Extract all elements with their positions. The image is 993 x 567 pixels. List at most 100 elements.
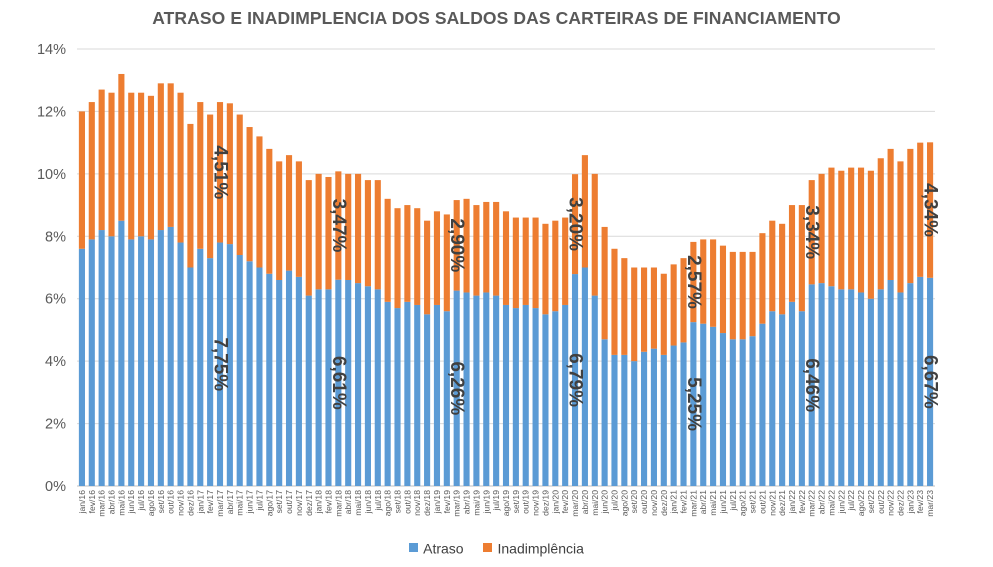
bar-atraso: [325, 289, 332, 486]
bar-inadimplencia: [493, 201, 500, 296]
bar-inadimplencia: [611, 248, 618, 355]
x-tick-label: ago/19: [501, 490, 511, 517]
x-tick-label: mai/22: [826, 490, 836, 516]
bar-atraso: [680, 342, 687, 486]
bar-atraso: [848, 289, 855, 486]
bar-atraso: [739, 339, 746, 486]
annotation-label: 6,79%: [565, 353, 586, 407]
bar-atraso: [226, 244, 233, 486]
x-tick-label: nov/16: [176, 490, 186, 516]
bar-inadimplencia: [88, 102, 95, 240]
bar-inadimplencia: [897, 161, 904, 293]
x-tick-label: mar/21: [688, 490, 698, 517]
bar-atraso: [305, 295, 312, 486]
bar-inadimplencia: [631, 267, 638, 362]
bar-inadimplencia: [226, 103, 233, 245]
bar-inadimplencia: [108, 92, 115, 237]
x-tick-label: jul/18: [373, 490, 383, 512]
bar-atraso: [542, 314, 549, 486]
y-tick-label: 12%: [37, 104, 66, 120]
x-tick-label: jan/17: [195, 490, 205, 515]
bar-atraso: [266, 273, 273, 486]
bar-inadimplencia: [98, 89, 105, 231]
x-tick-label: nov/21: [767, 490, 777, 516]
x-tick-label: set/18: [393, 490, 403, 514]
x-tick-label: dez/19: [540, 490, 550, 516]
x-tick-label: out/22: [876, 490, 886, 514]
x-tick-label: fev/17: [205, 490, 215, 514]
y-tick-label: 4%: [45, 354, 66, 370]
bar-atraso: [216, 242, 224, 486]
bar-inadimplencia: [295, 161, 302, 277]
bar-atraso: [581, 267, 588, 486]
bar-inadimplencia: [680, 258, 687, 343]
bar-inadimplencia: [571, 174, 579, 275]
x-tick-label: fev/23: [915, 490, 925, 514]
annotation-label: 6,61%: [328, 356, 349, 410]
bar-atraso: [384, 301, 391, 486]
x-tick-label: set/17: [274, 490, 284, 514]
x-tick-label: ago/17: [264, 490, 274, 517]
bar-inadimplencia: [749, 251, 756, 337]
bar-atraso: [798, 311, 805, 486]
bar-inadimplencia: [473, 205, 480, 296]
x-tick-label: nov/20: [649, 490, 659, 516]
bar-atraso: [177, 242, 184, 486]
x-tick-label: mar/23: [925, 490, 935, 517]
bar-inadimplencia: [779, 223, 786, 315]
x-tick-label: out/16: [166, 490, 176, 514]
x-tick-label: jan/21: [669, 490, 679, 515]
x-tick-label: abr/21: [698, 490, 708, 515]
bar-atraso: [621, 354, 628, 486]
bar-atraso: [857, 292, 865, 486]
x-tick-label: abr/17: [225, 490, 235, 515]
x-tick-label: fev/19: [442, 490, 452, 514]
bar-atraso: [483, 292, 490, 486]
x-tick-label: mar/22: [807, 490, 817, 517]
x-tick-label: nov/18: [412, 490, 422, 516]
bar-atraso: [128, 239, 135, 486]
x-tick-label: mai/18: [353, 490, 363, 516]
chart-title: ATRASO E INADIMPLENCIA DOS SALDOS DAS CA…: [152, 8, 841, 28]
x-tick-label: set/21: [748, 490, 758, 514]
x-tick-label: fev/21: [679, 490, 689, 514]
bar-atraso: [374, 289, 381, 486]
bar-atraso: [611, 354, 618, 486]
bar-inadimplencia: [364, 180, 371, 287]
bar-atraso: [256, 267, 263, 486]
annotation-label: 2,57%: [683, 255, 704, 309]
bar-inadimplencia: [788, 205, 796, 302]
bar-inadimplencia: [690, 241, 697, 323]
x-tick-label: jul/20: [609, 490, 619, 512]
bar-inadimplencia: [147, 95, 155, 240]
bar-inadimplencia: [581, 155, 588, 268]
x-tick-label: mai/19: [471, 490, 481, 516]
bar-atraso: [818, 283, 825, 486]
legend-label-inadimplencia: Inadimplência: [497, 539, 584, 556]
x-tick-label: jan/22: [787, 490, 797, 515]
bar-atraso: [867, 298, 874, 486]
x-tick-label: mai/21: [708, 490, 718, 516]
bar-atraso: [276, 279, 283, 486]
x-tick-label: nov/22: [886, 490, 896, 516]
bar-inadimplencia: [838, 170, 845, 290]
x-tick-label: abr/16: [107, 490, 117, 515]
bar-inadimplencia: [424, 220, 431, 315]
bar-inadimplencia: [660, 273, 667, 355]
bar-atraso: [897, 292, 904, 486]
bar-atraso: [285, 270, 293, 486]
x-tick-label: jan/19: [432, 490, 442, 515]
bar-inadimplencia: [128, 92, 135, 240]
x-tick-label: jan/16: [77, 490, 87, 515]
bar-atraso: [601, 339, 608, 486]
bar-atraso: [364, 286, 371, 486]
bar-atraso: [650, 348, 657, 486]
x-tick-label: dez/18: [422, 490, 432, 516]
bar-inadimplencia: [552, 220, 559, 312]
x-tick-label: out/20: [639, 490, 649, 514]
bar-inadimplencia: [522, 217, 529, 305]
bar-atraso: [719, 333, 727, 486]
bar-atraso: [729, 339, 736, 486]
bar-inadimplencia: [857, 167, 865, 293]
bar-inadimplencia: [848, 167, 855, 290]
